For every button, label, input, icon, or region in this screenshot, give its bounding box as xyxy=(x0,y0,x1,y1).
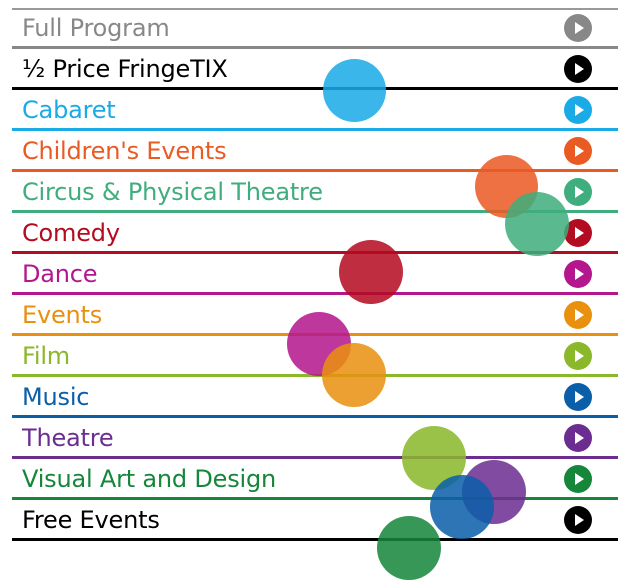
menu-item-childrens-events[interactable]: Children's Events xyxy=(12,131,618,172)
menu-item-cabaret[interactable]: Cabaret xyxy=(12,90,618,131)
menu-item-label: Comedy xyxy=(22,219,120,247)
play-icon[interactable] xyxy=(564,465,592,493)
menu-item-label: Theatre xyxy=(22,424,114,452)
play-icon[interactable] xyxy=(564,342,592,370)
play-icon[interactable] xyxy=(564,424,592,452)
menu-item-dance[interactable]: Dance xyxy=(12,254,618,295)
menu-item-film[interactable]: Film xyxy=(12,336,618,377)
play-icon[interactable] xyxy=(564,137,592,165)
menu-item-events[interactable]: Events xyxy=(12,295,618,336)
play-icon[interactable] xyxy=(564,260,592,288)
menu-item-label: Cabaret xyxy=(22,96,116,124)
play-icon[interactable] xyxy=(564,301,592,329)
menu-top-divider xyxy=(12,8,618,10)
menu-item-label: Film xyxy=(22,342,70,370)
play-icon[interactable] xyxy=(564,219,592,247)
menu-item-label: Free Events xyxy=(22,506,160,534)
menu-item-visual-art-and-design[interactable]: Visual Art and Design xyxy=(12,459,618,500)
menu-item-full-program[interactable]: Full Program xyxy=(12,8,618,49)
menu-item-label: Music xyxy=(22,383,90,411)
menu-item-circus-physical-theatre[interactable]: Circus & Physical Theatre xyxy=(12,172,618,213)
menu-item-label: Events xyxy=(22,301,103,329)
play-icon[interactable] xyxy=(564,506,592,534)
menu-item-half-price-fringetix[interactable]: ½ Price FringeTIX xyxy=(12,49,618,90)
menu-item-label: ½ Price FringeTIX xyxy=(22,55,228,83)
menu-item-label: Full Program xyxy=(22,14,170,42)
play-icon[interactable] xyxy=(564,383,592,411)
menu-item-free-events[interactable]: Free Events xyxy=(12,500,618,541)
menu-item-theatre[interactable]: Theatre xyxy=(12,418,618,459)
menu-item-label: Children's Events xyxy=(22,137,227,165)
menu-item-music[interactable]: Music xyxy=(12,377,618,418)
play-icon[interactable] xyxy=(564,96,592,124)
play-icon[interactable] xyxy=(564,55,592,83)
category-menu: Full Program ½ Price FringeTIX Cabaret C… xyxy=(12,8,618,552)
play-icon[interactable] xyxy=(564,14,592,42)
menu-item-label: Circus & Physical Theatre xyxy=(22,178,323,206)
menu-item-label: Visual Art and Design xyxy=(22,465,277,493)
menu-item-label: Dance xyxy=(22,260,98,288)
play-icon[interactable] xyxy=(564,178,592,206)
menu-item-comedy[interactable]: Comedy xyxy=(12,213,618,254)
